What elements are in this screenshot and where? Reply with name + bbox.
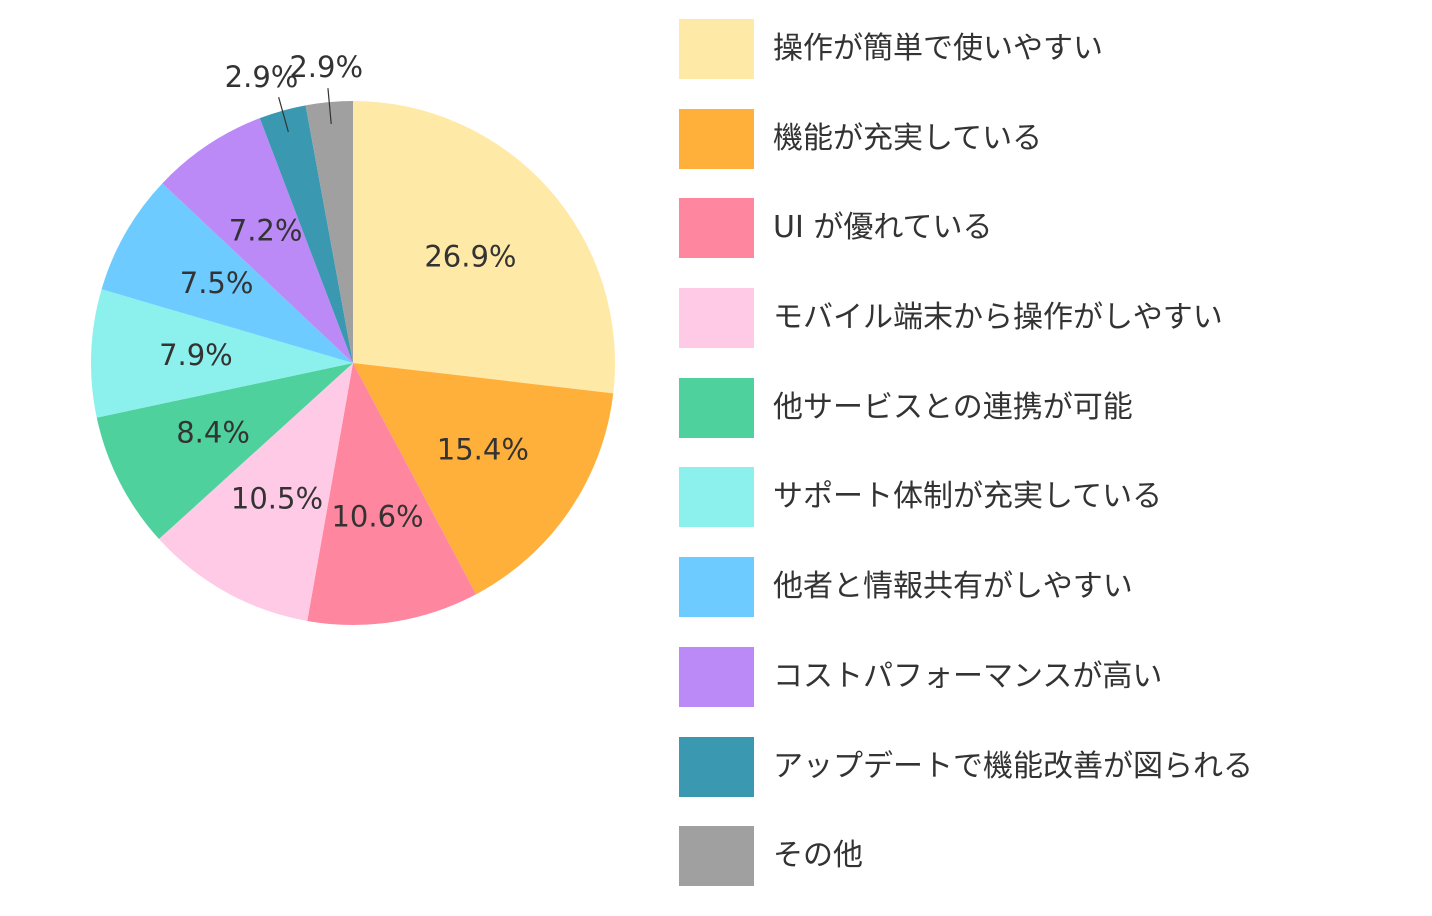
slice-value-label: 7.2% [229, 213, 303, 247]
legend-swatch [679, 826, 754, 887]
pie-slice [158, 363, 353, 621]
legend-item: コストパフォーマンスが高い [679, 646, 1253, 737]
legend-label: 機能が充実している [773, 120, 1043, 156]
legend-item: 他サービスとの連携が可能 [679, 377, 1253, 468]
legend-label: その他 [773, 838, 863, 874]
legend-label: コストパフォーマンスが高い [773, 658, 1163, 694]
legend-label: アップデートで機能改善が図られる [773, 748, 1253, 784]
slice-value-label: 2.9% [225, 60, 299, 94]
pie-slice [353, 101, 616, 394]
legend-item: その他 [679, 826, 1253, 916]
legend-swatch [679, 288, 754, 349]
legend-label: 他サービスとの連携が可能 [773, 389, 1133, 425]
pie-slice [353, 363, 614, 595]
legend-label: モバイル端末から操作がしやすい [773, 300, 1223, 336]
legend-swatch [679, 557, 754, 618]
slice-value-label: 2.9% [289, 50, 363, 84]
slice-value-label: 7.9% [159, 338, 233, 372]
slice-value-label: 8.4% [176, 416, 250, 450]
legend-item: アップデートで機能改善が図られる [679, 736, 1253, 827]
legend-item: モバイル端末から操作がしやすい [679, 288, 1253, 378]
legend-swatch [679, 377, 754, 438]
pie-chart: 26.9% 15.4% 10.6%10.5% 8.4% 7.9% 7.5% 7.2% 2.9%… [91, 50, 616, 625]
legend-swatch [679, 467, 754, 528]
legend-label: サポート体制が充実している [773, 479, 1163, 515]
legend-swatch [679, 736, 754, 797]
legend-swatch [679, 19, 754, 79]
legend: 操作が簡単で使いやすい 機能が充実している UI が優れているモバイル端末から操作が… [679, 19, 1253, 916]
pie-slice [259, 105, 353, 363]
legend-item: 機能が充実している [679, 108, 1253, 199]
legend-label: 操作が簡単で使いやすい [773, 31, 1103, 66]
pie-slice [307, 363, 477, 625]
legend-swatch [679, 198, 754, 259]
slice-value-label: 10.5% [231, 482, 323, 516]
pie-slice [96, 363, 353, 540]
pie-slice [305, 101, 353, 363]
pie-slice [162, 118, 353, 363]
legend-label: 他者と情報共有がしやすい [773, 569, 1133, 605]
slice-value-label: 7.5% [180, 266, 254, 300]
pie-slice [91, 289, 354, 418]
slice-value-label: 10.6% [331, 499, 423, 533]
legend-item: 他者と情報共有がしやすい [679, 557, 1253, 647]
legend-item: 操作が簡単で使いやすい [679, 19, 1253, 109]
legend-swatch [679, 646, 754, 707]
legend-label: UI が優れている [773, 210, 993, 246]
leader-line [327, 88, 332, 125]
slice-value-label: 15.4% [437, 433, 529, 467]
legend-swatch [679, 108, 754, 169]
pie-slice [101, 183, 353, 363]
slice-value-label: 26.9% [424, 239, 516, 273]
legend-item: UI が優れている [679, 198, 1253, 288]
leader-line [278, 97, 289, 133]
legend-item: サポート体制が充実している [679, 467, 1253, 557]
